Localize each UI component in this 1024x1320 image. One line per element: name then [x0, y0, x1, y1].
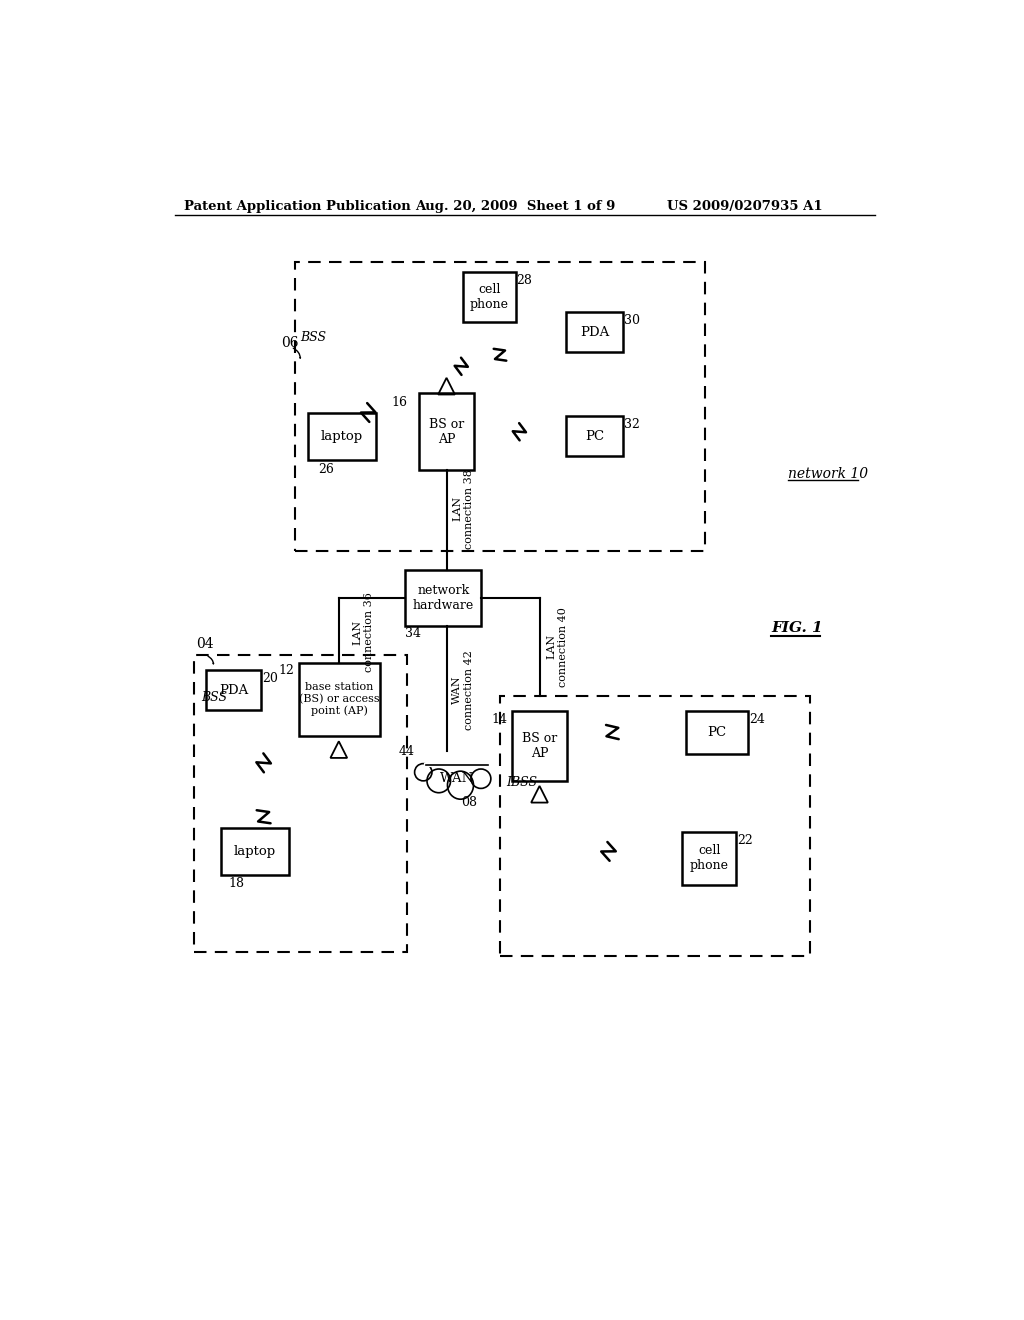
Bar [308, 412, 376, 461]
Bar [420, 751, 495, 799]
Text: PDA: PDA [580, 326, 609, 339]
Text: 32: 32 [624, 418, 640, 430]
Text: WAN: WAN [440, 772, 474, 785]
Text: 24: 24 [749, 713, 765, 726]
Text: PC: PC [585, 430, 604, 444]
Bar [566, 313, 624, 352]
Text: 08: 08 [461, 796, 477, 809]
Text: IBSS: IBSS [506, 776, 538, 788]
Bar [295, 263, 706, 552]
Ellipse shape [471, 770, 490, 788]
Text: laptop: laptop [321, 430, 362, 444]
Bar [463, 272, 515, 322]
Text: 28: 28 [516, 275, 532, 286]
Bar [512, 711, 567, 780]
Ellipse shape [415, 763, 432, 781]
Text: cell
phone: cell phone [470, 284, 509, 312]
Text: cell
phone: cell phone [690, 845, 729, 873]
Bar [194, 655, 407, 952]
Text: 14: 14 [492, 713, 508, 726]
Bar [206, 671, 261, 710]
Text: base station
(BS) or access
point (AP): base station (BS) or access point (AP) [299, 682, 380, 717]
Text: WAN
connection 42: WAN connection 42 [452, 649, 473, 730]
Text: LAN
connection 38: LAN connection 38 [452, 469, 473, 549]
Text: Patent Application Publication: Patent Application Publication [183, 199, 411, 213]
Text: 30: 30 [624, 314, 640, 327]
Text: BS or
AP: BS or AP [429, 417, 464, 446]
Text: LAN
connection 36: LAN connection 36 [352, 591, 375, 672]
Bar [566, 416, 624, 457]
Bar [221, 829, 289, 875]
FancyArrowPatch shape [465, 792, 467, 796]
Text: PC: PC [708, 726, 727, 739]
Bar [419, 393, 474, 470]
Text: 44: 44 [398, 744, 415, 758]
Bar [406, 570, 481, 626]
Text: 22: 22 [737, 834, 753, 846]
Ellipse shape [427, 770, 451, 793]
FancyArrowPatch shape [208, 656, 214, 664]
Bar [299, 663, 380, 737]
Text: network 10: network 10 [788, 467, 868, 480]
Text: Aug. 20, 2009  Sheet 1 of 9: Aug. 20, 2009 Sheet 1 of 9 [415, 199, 615, 213]
Bar [500, 696, 810, 956]
Text: LAN
connection 40: LAN connection 40 [547, 607, 568, 686]
Text: 18: 18 [228, 876, 245, 890]
Text: 06: 06 [281, 337, 298, 350]
Text: 16: 16 [391, 396, 407, 409]
Text: PDA: PDA [219, 684, 248, 697]
Text: 34: 34 [406, 627, 422, 640]
Text: FIG. 1: FIG. 1 [771, 622, 823, 635]
Text: BSS: BSS [300, 330, 327, 343]
Text: 26: 26 [317, 462, 334, 475]
FancyArrowPatch shape [293, 348, 300, 358]
Text: network
hardware: network hardware [413, 583, 474, 612]
Text: 20: 20 [262, 672, 278, 685]
Text: laptop: laptop [234, 845, 276, 858]
Text: BS or
AP: BS or AP [522, 731, 557, 760]
Text: 04: 04 [197, 638, 214, 651]
Ellipse shape [447, 771, 473, 799]
Text: BSS: BSS [202, 690, 227, 704]
Text: US 2009/0207935 A1: US 2009/0207935 A1 [667, 199, 822, 213]
Text: 12: 12 [279, 664, 295, 677]
Bar [686, 711, 748, 754]
Bar [682, 832, 736, 884]
